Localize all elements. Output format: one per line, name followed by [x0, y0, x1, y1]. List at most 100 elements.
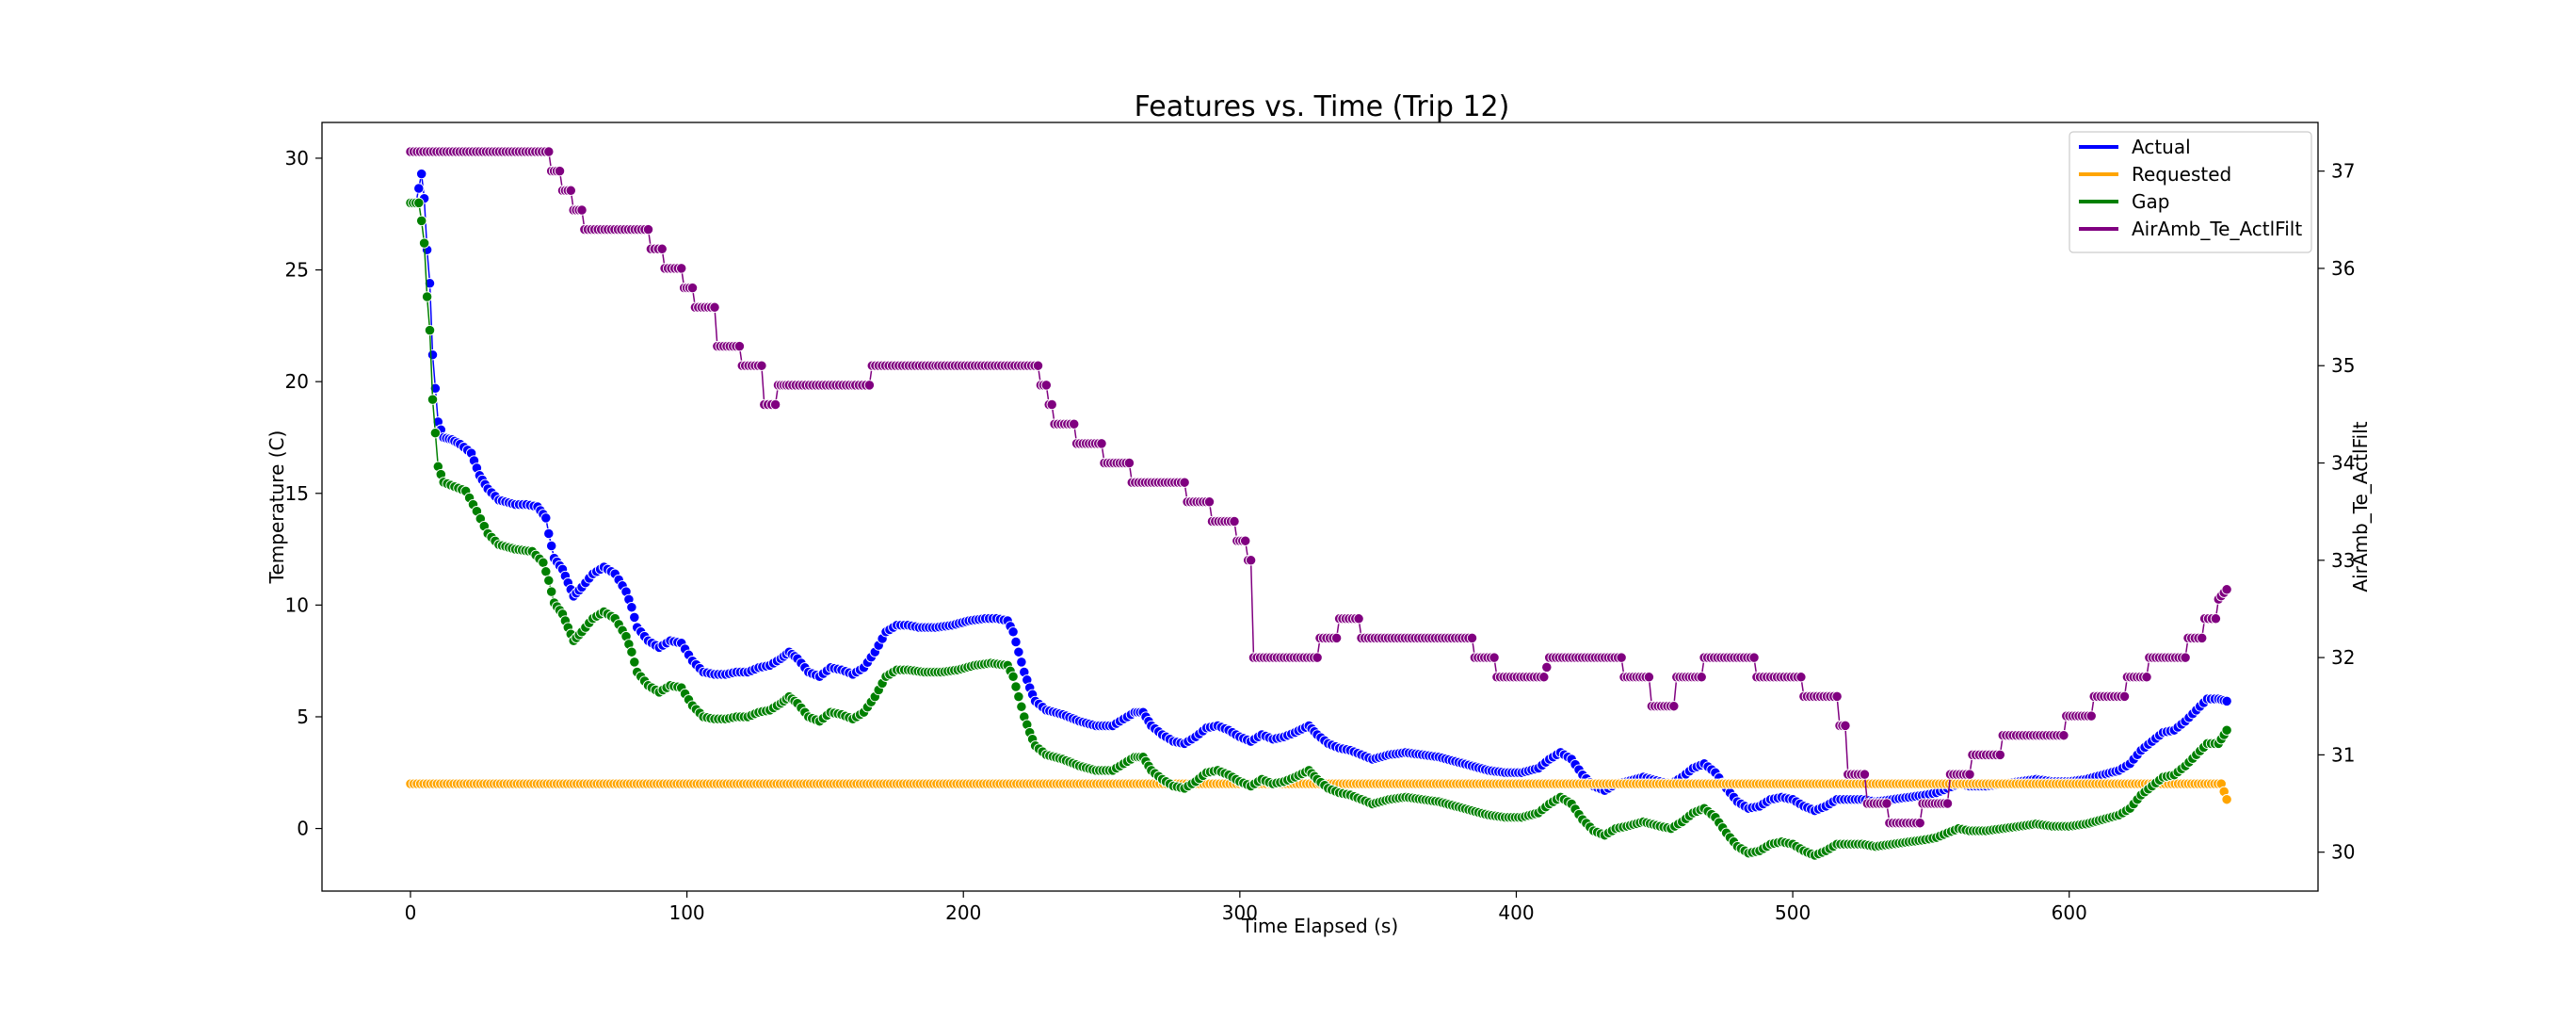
data-point: [540, 512, 552, 524]
data-point: [629, 611, 640, 624]
data-point: [1696, 672, 1707, 683]
data-point: [1096, 438, 1107, 449]
data-point: [1668, 701, 1680, 712]
data-point: [546, 586, 557, 597]
legend: Actual Requested Gap AirAmb_Te_ActlFilt: [2069, 131, 2312, 253]
y2-tick-label: 36: [2331, 257, 2355, 280]
data-point: [1616, 652, 1627, 663]
y-tick-label: 5: [297, 706, 309, 728]
data-point: [1240, 535, 1251, 546]
y-tick-label: 0: [297, 818, 309, 840]
data-point: [1330, 632, 1343, 644]
data-point: [1881, 798, 1892, 809]
data-point: [676, 263, 687, 274]
data-point: [686, 282, 699, 294]
data-point: [416, 215, 427, 227]
legend-box: [2069, 131, 2312, 253]
data-point: [709, 301, 720, 313]
data-point: [413, 183, 425, 194]
x-tick-label: 600: [2052, 901, 2087, 924]
data-point: [1994, 749, 2005, 761]
series-1: [405, 778, 2232, 805]
data-point: [1840, 720, 1851, 732]
data-point: [413, 197, 425, 209]
y-axis-right: 30 31 32 33 34 35 36 37: [2318, 160, 2355, 864]
data-point: [2221, 794, 2232, 805]
data-point: [1831, 690, 1843, 703]
y2-tick-label: 37: [2331, 160, 2355, 183]
series-3: [405, 146, 2232, 829]
x-tick-label: 200: [945, 901, 981, 924]
legend-label: AirAmb_Te_ActlFilt: [2132, 218, 2302, 240]
data-point: [1013, 646, 1024, 657]
y-axis-label: Temperature (C): [266, 430, 288, 585]
data-point: [1941, 798, 1954, 809]
data-point: [2085, 710, 2097, 722]
data-point: [1010, 636, 1022, 648]
chart-title: Features vs. Time (Trip 12): [1135, 90, 1510, 123]
data-point: [1032, 360, 1044, 371]
data-point: [626, 646, 637, 657]
data-point: [1010, 681, 1022, 692]
data-point: [2210, 613, 2222, 625]
data-point: [543, 575, 555, 586]
plot-frame: [321, 122, 2319, 892]
y2-tick-label: 30: [2331, 841, 2355, 864]
data-point: [2221, 724, 2232, 736]
data-point: [1643, 672, 1655, 683]
series-2: [405, 197, 2232, 861]
data-point: [1353, 613, 1364, 625]
data-point: [427, 349, 439, 361]
data-point: [1748, 652, 1760, 663]
data-point: [1123, 457, 1135, 469]
data-point: [756, 360, 767, 371]
data-point: [733, 340, 746, 352]
data-point: [2197, 632, 2208, 644]
data-point: [546, 540, 557, 552]
y-tick-label: 30: [285, 147, 309, 170]
data-point: [1229, 515, 1240, 527]
data-point: [1466, 632, 1478, 644]
x-tick-label: 500: [1775, 901, 1811, 924]
legend-label: Actual: [2132, 136, 2191, 158]
data-point: [1914, 818, 1925, 829]
data-point: [626, 602, 637, 613]
data-point: [543, 146, 555, 157]
plot-area: [405, 146, 2232, 861]
legend-label: Requested: [2132, 163, 2231, 186]
data-point: [427, 394, 439, 405]
data-point: [2058, 730, 2069, 741]
x-tick-label: 300: [1222, 901, 1258, 924]
data-point: [565, 185, 576, 196]
data-point: [1245, 555, 1257, 566]
data-point: [538, 557, 549, 568]
data-point: [642, 223, 654, 235]
data-point: [1795, 672, 1807, 683]
x-tick-label: 100: [668, 901, 704, 924]
data-point: [429, 428, 442, 439]
y2-tick-label: 31: [2331, 743, 2355, 766]
data-point: [1964, 769, 1975, 780]
data-point: [1040, 380, 1052, 391]
data-point: [2221, 695, 2232, 707]
data-point: [1013, 690, 1024, 703]
data-point: [540, 566, 552, 577]
y2-tick-label: 34: [2331, 452, 2355, 475]
data-point: [2141, 672, 2152, 683]
y2-tick-label: 33: [2331, 549, 2355, 572]
data-point: [1016, 701, 1027, 712]
data-point: [1312, 652, 1323, 663]
data-point: [1016, 657, 1027, 668]
x-axis-label: Time Elapsed (s): [1241, 915, 1398, 937]
y-tick-label: 25: [285, 259, 309, 282]
data-point: [418, 237, 430, 249]
data-point: [554, 165, 566, 177]
data-point: [1489, 652, 1500, 663]
data-point: [1046, 398, 1057, 411]
x-tick-label: 0: [405, 901, 417, 924]
data-point: [2180, 652, 2191, 663]
y-axis-left: 0 5 10 15 20 25 30: [285, 147, 322, 840]
y2-tick-label: 32: [2331, 646, 2355, 669]
y2-tick-label: 35: [2331, 354, 2355, 377]
y-tick-label: 10: [285, 593, 309, 616]
